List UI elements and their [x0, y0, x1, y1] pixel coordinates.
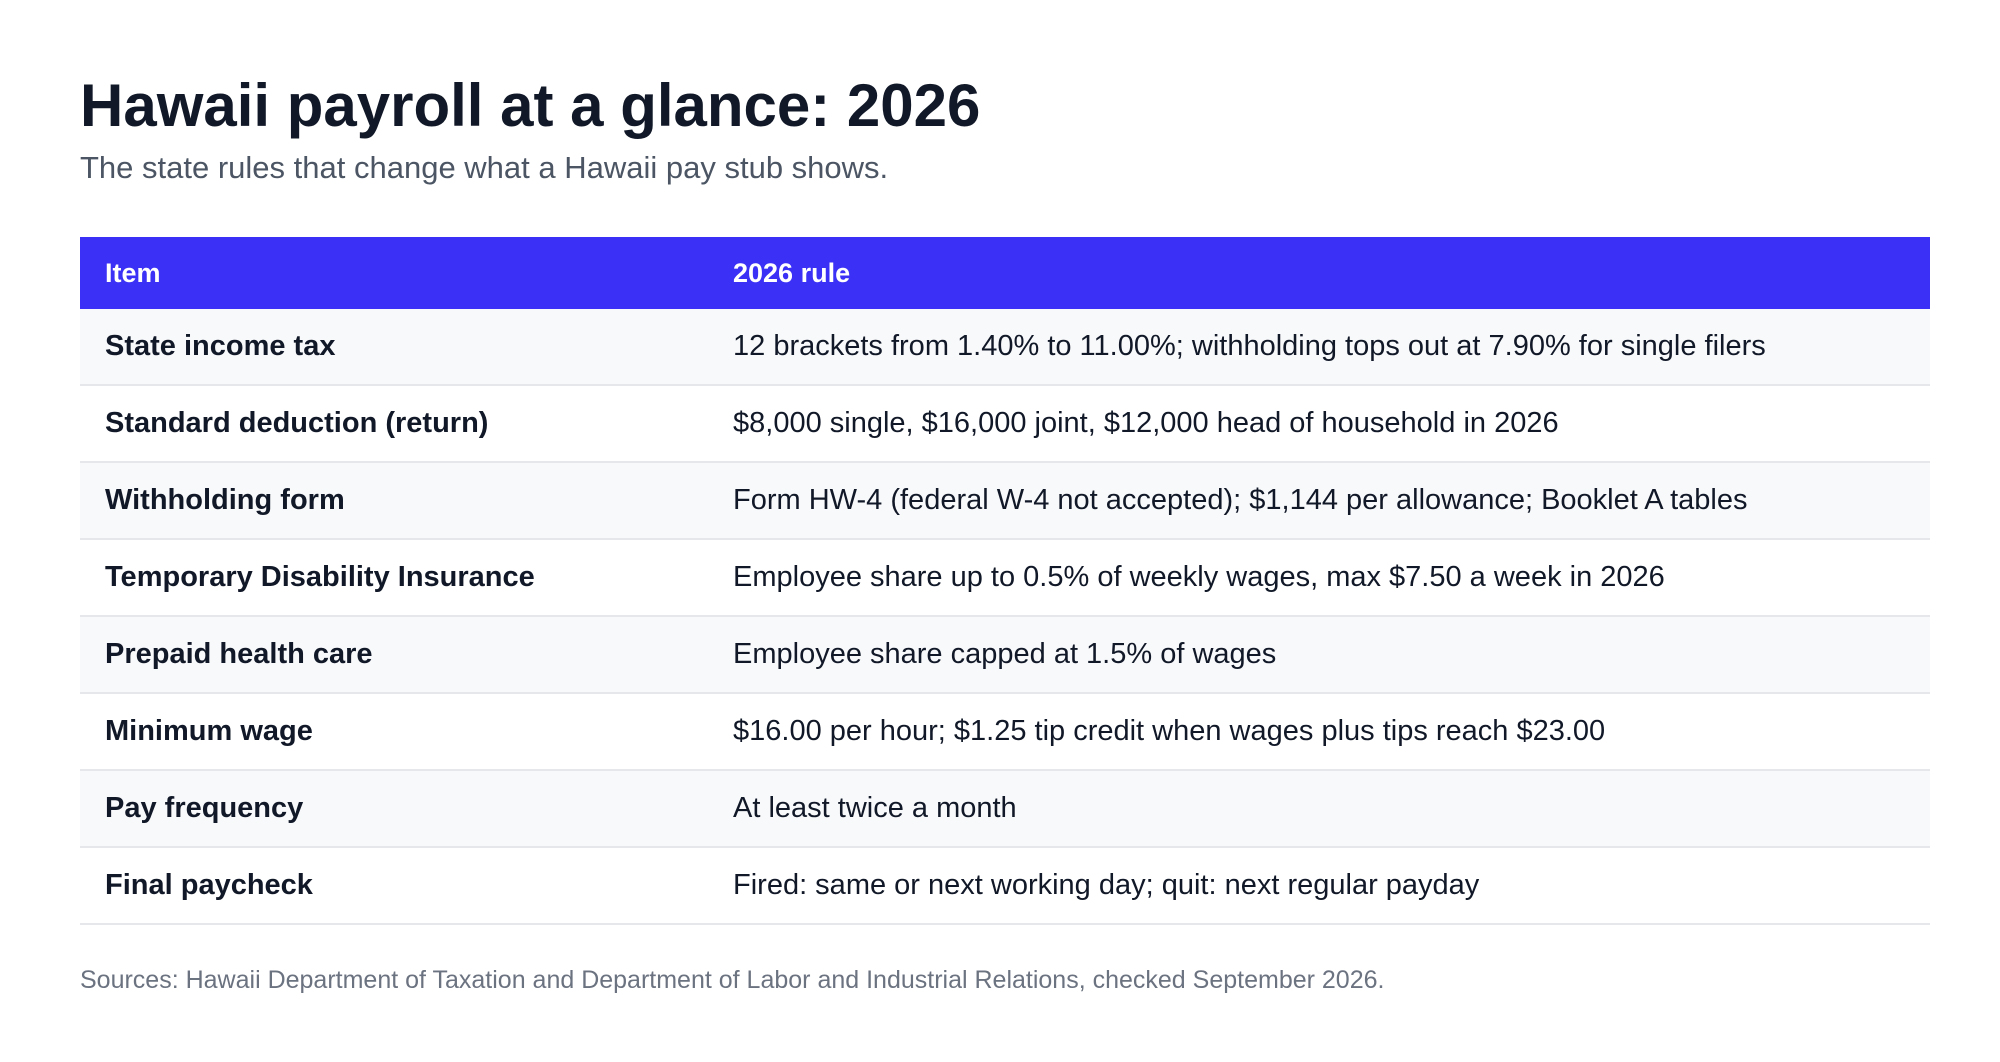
payroll-table-container: Item 2026 rule State income tax 12 brack…	[80, 237, 1930, 925]
page-title: Hawaii payroll at a glance: 2026	[80, 72, 981, 139]
table-row: Prepaid health care Employee share cappe…	[80, 616, 1930, 694]
row-rule-cell: $16.00 per hour; $1.25 tip credit when w…	[708, 693, 1930, 771]
table-row: Pay frequency At least twice a month	[80, 770, 1930, 848]
table-row: Standard deduction (return) $8,000 singl…	[80, 385, 1930, 463]
column-header-rule: 2026 rule	[708, 237, 1930, 309]
row-rule-cell: Employee share up to 0.5% of weekly wage…	[708, 539, 1930, 617]
sources-note: Sources: Hawaii Department of Taxation a…	[80, 966, 1385, 994]
row-item-cell: State income tax	[80, 309, 708, 386]
table-header: Item 2026 rule	[80, 237, 1930, 309]
row-rule-cell: Employee share capped at 1.5% of wages	[708, 616, 1930, 694]
row-rule-cell: Fired: same or next working day; quit: n…	[708, 847, 1930, 925]
table-row: Final paycheck Fired: same or next worki…	[80, 847, 1930, 925]
table-row: Withholding form Form HW-4 (federal W-4 …	[80, 462, 1930, 540]
page-subtitle: The state rules that change what a Hawai…	[80, 150, 889, 185]
row-item-cell: Final paycheck	[80, 847, 708, 925]
table-row: Temporary Disability Insurance Employee …	[80, 539, 1930, 617]
table-body: State income tax 12 brackets from 1.40% …	[80, 309, 1930, 925]
table-row: Minimum wage $16.00 per hour; $1.25 tip …	[80, 693, 1930, 771]
table-row: State income tax 12 brackets from 1.40% …	[80, 309, 1930, 386]
row-item-cell: Prepaid health care	[80, 616, 708, 694]
column-header-item: Item	[80, 237, 708, 309]
row-item-cell: Temporary Disability Insurance	[80, 539, 708, 617]
row-rule-cell: 12 brackets from 1.40% to 11.00%; withho…	[708, 309, 1930, 386]
row-rule-cell: Form HW-4 (federal W-4 not accepted); $1…	[708, 462, 1930, 540]
table-header-row: Item 2026 rule	[80, 237, 1930, 309]
row-item-cell: Minimum wage	[80, 693, 708, 771]
row-item-cell: Standard deduction (return)	[80, 385, 708, 463]
row-rule-cell: At least twice a month	[708, 770, 1930, 848]
row-rule-cell: $8,000 single, $16,000 joint, $12,000 he…	[708, 385, 1930, 463]
row-item-cell: Pay frequency	[80, 770, 708, 848]
payroll-table: Item 2026 rule State income tax 12 brack…	[80, 237, 1930, 925]
row-item-cell: Withholding form	[80, 462, 708, 540]
